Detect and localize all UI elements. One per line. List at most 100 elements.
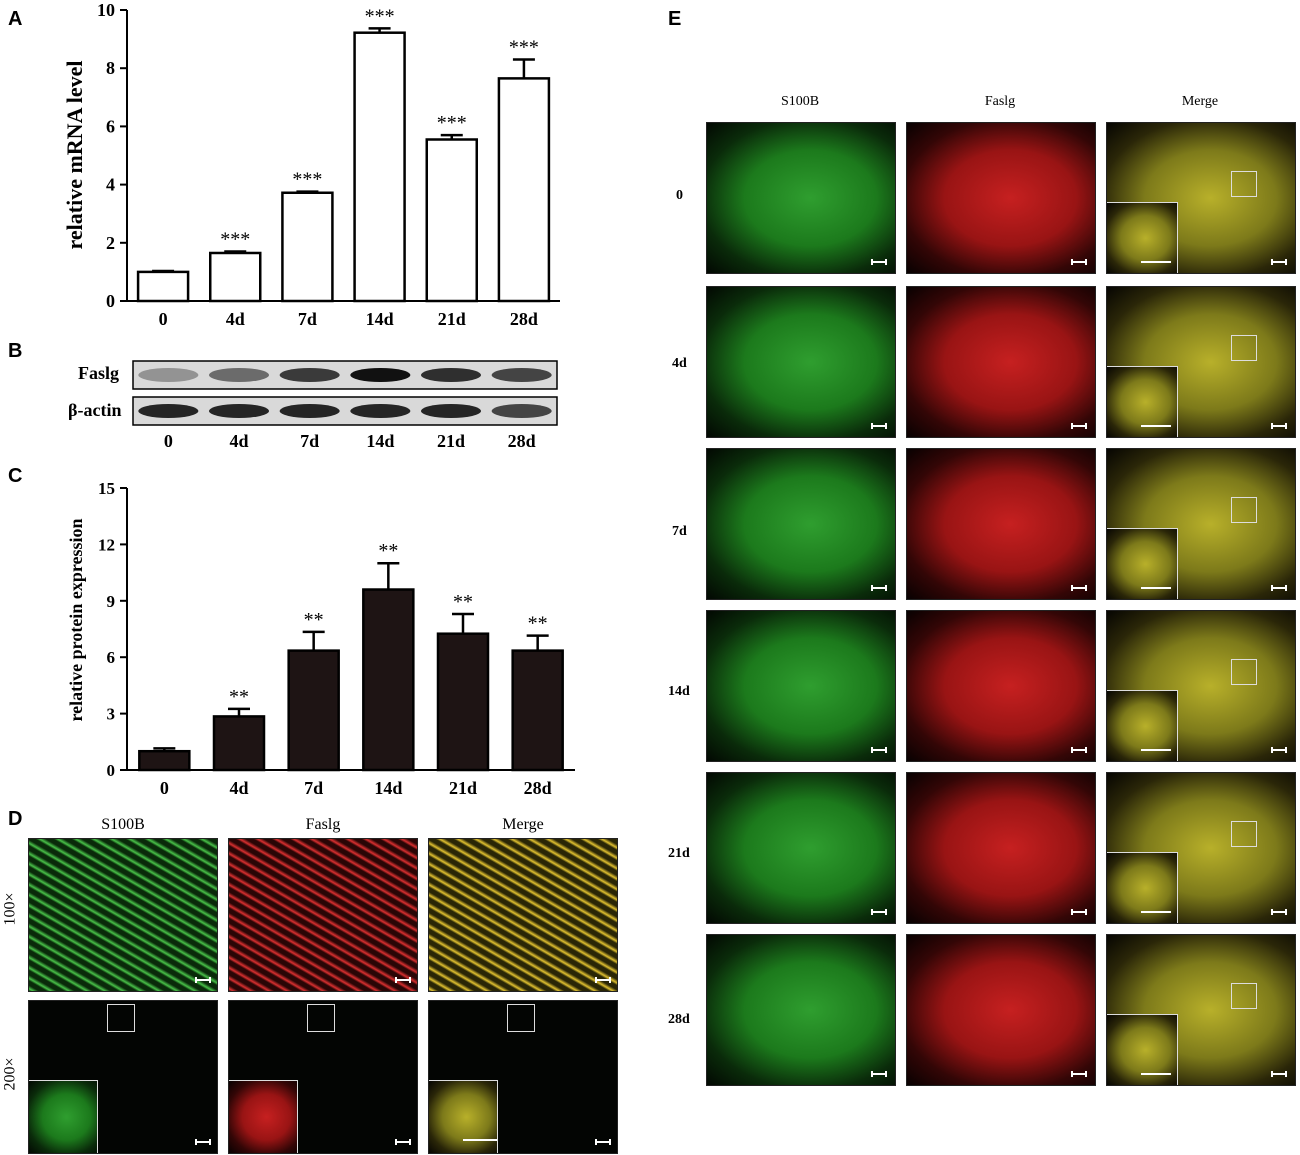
e-row-0: 0 bbox=[676, 188, 683, 203]
blot-band-28d bbox=[491, 404, 552, 418]
panel-letter-a: A bbox=[8, 8, 23, 30]
bar-4d bbox=[209, 251, 262, 303]
category-label: 14d bbox=[366, 309, 394, 329]
e-image-s100b-7d bbox=[706, 448, 896, 600]
significance-label: ** bbox=[528, 613, 548, 635]
y-tick-label: 4 bbox=[106, 175, 115, 195]
blot-band-7d bbox=[279, 368, 340, 382]
significance-label: ** bbox=[304, 609, 324, 631]
category-label: 4d bbox=[226, 309, 245, 329]
bar-0 bbox=[136, 270, 190, 303]
e-image-s100b-0 bbox=[706, 122, 896, 274]
bar-4d bbox=[212, 715, 266, 772]
e-col-merge: Merge bbox=[1181, 94, 1219, 109]
y-tick-label: 0 bbox=[106, 291, 115, 311]
category-label: 21d bbox=[438, 309, 466, 329]
blot-band-0 bbox=[138, 404, 199, 418]
y-tick-label: 10 bbox=[97, 0, 115, 20]
e-col-s100b: S100B bbox=[780, 94, 820, 109]
y-tick-label: 9 bbox=[107, 592, 116, 611]
blot-band-28d bbox=[491, 368, 552, 382]
e-image-merge-0 bbox=[1106, 122, 1296, 274]
panel-letter-d: D bbox=[8, 808, 23, 830]
blot-lane-label: 28d bbox=[508, 431, 536, 451]
e-image-merge-28d bbox=[1106, 934, 1296, 1086]
y-tick-label: 12 bbox=[98, 535, 115, 554]
blot-label-actin: β-actin bbox=[68, 400, 122, 420]
e-image-faslg-14d bbox=[906, 610, 1096, 762]
d-row-200x: 200× bbox=[1, 1057, 19, 1091]
y-tick-label: 0 bbox=[107, 761, 116, 780]
y-tick-label: 6 bbox=[107, 648, 116, 667]
e-row-28d: 28d bbox=[668, 1012, 690, 1027]
panel-letter-e: E bbox=[668, 8, 682, 30]
significance-label: *** bbox=[220, 229, 250, 251]
bar-14d bbox=[353, 31, 406, 303]
bar-0 bbox=[138, 749, 191, 772]
e-image-faslg-7d bbox=[906, 448, 1096, 600]
y-tick-label: 3 bbox=[107, 705, 116, 724]
blot-band-7d bbox=[279, 404, 340, 418]
bar-7d bbox=[287, 649, 340, 772]
d-col-s100b: S100B bbox=[101, 816, 145, 833]
blot-strips: 0 4d 7d 14d 21d 28d bbox=[132, 360, 558, 451]
category-label: 4d bbox=[229, 778, 248, 798]
e-row-4d: 4d bbox=[672, 356, 687, 371]
panel-letter-c: C bbox=[8, 465, 23, 487]
bar-7d bbox=[281, 191, 334, 303]
panel-d: S100B Faslg Merge 100× 200× bbox=[0, 810, 640, 1155]
blot-band-4d bbox=[209, 404, 269, 418]
blot-lane-label: 7d bbox=[300, 431, 319, 451]
significance-label: ** bbox=[453, 591, 473, 613]
significance-label: *** bbox=[509, 36, 539, 58]
category-label: 0 bbox=[159, 309, 168, 329]
significance-label: ** bbox=[378, 540, 398, 562]
significance-label: *** bbox=[365, 5, 395, 27]
e-image-faslg-0 bbox=[906, 122, 1096, 274]
blot-band-21d bbox=[421, 404, 481, 418]
panel-letter-b: B bbox=[8, 340, 23, 362]
blot-band-21d bbox=[421, 368, 481, 382]
y-tick-label: 15 bbox=[98, 479, 115, 498]
blot-band-0 bbox=[138, 368, 199, 382]
d-image-faslg-100x bbox=[228, 838, 418, 992]
y-tick-label: 6 bbox=[106, 116, 115, 136]
bar-14d bbox=[362, 588, 415, 772]
e-image-merge-4d bbox=[1106, 286, 1296, 438]
e-image-s100b-14d bbox=[706, 610, 896, 762]
blot-band-14d bbox=[350, 368, 411, 382]
category-label: 14d bbox=[374, 778, 402, 798]
blot-lane-label: 4d bbox=[229, 431, 248, 451]
e-image-s100b-21d bbox=[706, 772, 896, 924]
e-image-faslg-21d bbox=[906, 772, 1096, 924]
e-image-merge-21d bbox=[1106, 772, 1296, 924]
category-label: 21d bbox=[449, 778, 477, 798]
blot-lane-label: 14d bbox=[366, 431, 394, 451]
y-axis-label: relative mRNA level bbox=[62, 61, 87, 250]
e-row-21d: 21d bbox=[668, 846, 690, 861]
bar-28d bbox=[511, 649, 564, 772]
blot-strip-faslg bbox=[132, 360, 558, 390]
y-axis-label: relative protein expression bbox=[66, 519, 86, 722]
e-image-faslg-4d bbox=[906, 286, 1096, 438]
e-col-faslg: Faslg bbox=[984, 94, 1016, 109]
bar-28d bbox=[497, 77, 551, 303]
d-col-faslg: Faslg bbox=[305, 816, 341, 833]
bar-21d bbox=[425, 138, 478, 303]
blot-lane-label: 21d bbox=[437, 431, 465, 451]
e-image-s100b-28d bbox=[706, 934, 896, 1086]
e-row-7d: 7d bbox=[672, 524, 687, 539]
d-image-merge-200x bbox=[428, 1000, 618, 1154]
significance-label: *** bbox=[437, 112, 467, 134]
category-label: 7d bbox=[298, 309, 317, 329]
e-row-14d: 14d bbox=[668, 684, 690, 699]
e-image-faslg-28d bbox=[906, 934, 1096, 1086]
d-image-s100b-100x bbox=[28, 838, 218, 992]
blot-band-4d bbox=[209, 368, 269, 382]
d-col-merge: Merge bbox=[502, 816, 544, 833]
d-image-s100b-200x bbox=[28, 1000, 218, 1154]
blot-label-faslg: Faslg bbox=[78, 363, 120, 383]
significance-label: ** bbox=[229, 686, 249, 708]
e-image-merge-7d bbox=[1106, 448, 1296, 600]
category-label: 28d bbox=[510, 309, 538, 329]
